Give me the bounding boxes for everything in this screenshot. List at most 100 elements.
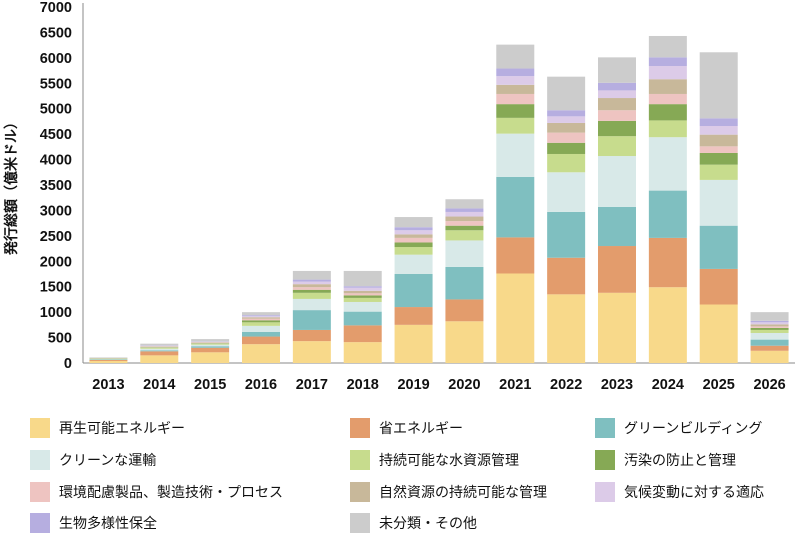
bar-segment <box>242 317 280 319</box>
bar-segment <box>648 190 687 238</box>
bar-segment <box>598 136 636 157</box>
bar-segment <box>242 315 280 317</box>
bar-segment <box>343 297 382 302</box>
bar-segment <box>699 146 738 153</box>
legend-swatch <box>350 513 370 533</box>
bar-segment <box>445 299 484 322</box>
x-tick-label: 2026 <box>753 377 785 393</box>
bar-segment <box>343 290 382 294</box>
bar-stack-2017 <box>292 270 331 363</box>
bar-segment <box>445 199 484 209</box>
bar-segment <box>394 227 433 231</box>
bar-segment <box>496 93 535 105</box>
y-tick-label: 1500 <box>40 280 72 296</box>
bar-segment <box>191 352 230 363</box>
legend-item: 再生可能エネルギー <box>30 418 185 438</box>
bar-segment <box>547 211 586 258</box>
y-tick-label: 4500 <box>40 127 72 143</box>
y-axis-ticks: 0 500 1000 1500 2000 2500 3000 3500 4000 4500 5000… <box>40 0 72 372</box>
bar-segment <box>343 301 382 312</box>
bar-segment <box>89 358 128 360</box>
bar-stack-2013 <box>89 357 128 363</box>
bar-segment <box>292 279 331 282</box>
bar-segment <box>699 164 738 180</box>
bar-segment <box>89 360 128 363</box>
bar-segment <box>648 57 687 66</box>
bar-segment <box>547 153 586 173</box>
bar-segment <box>598 120 636 137</box>
bar-segment <box>191 347 230 353</box>
bar-segment <box>394 234 433 238</box>
bar-segment <box>242 316 280 318</box>
bar-segment <box>140 347 179 349</box>
bar-segment <box>343 293 382 296</box>
y-tick-label: 2000 <box>40 254 72 270</box>
bar-segment <box>598 110 636 121</box>
legend-label: 生物多様性保全 <box>59 516 157 532</box>
legend-label: 再生可能エネルギー <box>59 421 185 437</box>
bar-segment <box>394 307 433 325</box>
bar-segment <box>598 90 636 99</box>
bar-segment <box>292 284 331 288</box>
bar-segment <box>648 104 687 121</box>
legend-label: クリーンな運輸 <box>59 453 157 469</box>
bar-segment <box>648 79 687 94</box>
legend-label: 環境配慮製品、製造技術・プロセス <box>59 485 283 501</box>
x-tick-label: 2014 <box>143 377 175 393</box>
y-tick-label: 3000 <box>40 203 72 219</box>
bar-segment <box>496 133 535 177</box>
bar-segment <box>547 122 586 133</box>
bar-segment <box>292 341 331 363</box>
legend-swatch <box>30 450 50 470</box>
bar-segment <box>394 254 433 274</box>
bar-segment <box>191 344 230 347</box>
bar-segment <box>445 230 484 241</box>
bar-segment <box>648 120 687 138</box>
legend-label: 気候変動に対する適応 <box>624 485 764 501</box>
bar-segment <box>750 332 789 340</box>
bar-stack-2018 <box>343 270 382 363</box>
legend-item: クリーンな運輸 <box>30 450 156 470</box>
bar-stack-2026 <box>750 312 789 363</box>
bar-segment <box>750 345 789 351</box>
bar-segment <box>343 295 382 298</box>
bar-segment <box>140 346 179 348</box>
bar-segment <box>699 134 738 147</box>
bar-segment <box>394 242 433 248</box>
bar-segment <box>496 84 535 94</box>
bar-segment <box>648 137 687 191</box>
y-tick-label: 4000 <box>40 153 72 169</box>
legend-item: 持続可能な水資源管理 <box>350 450 519 470</box>
bar-segment <box>343 342 382 363</box>
y-tick-label: 500 <box>48 331 72 347</box>
bar-segment <box>496 104 535 118</box>
y-tick-label: 2500 <box>40 229 72 245</box>
legend-item: 生物多様性保全 <box>30 513 157 533</box>
bar-segment <box>750 327 789 330</box>
legend-swatch <box>30 513 50 533</box>
bar-segment <box>140 346 179 347</box>
bar-stack-2020 <box>445 199 484 363</box>
bar-segment <box>292 292 331 299</box>
bar-segment <box>394 274 433 308</box>
bar-segment <box>191 342 230 343</box>
bar-segment <box>191 343 230 344</box>
bar-segment <box>242 344 280 363</box>
x-tick-label: 2023 <box>601 377 633 393</box>
x-tick-label: 2018 <box>347 377 379 393</box>
legend-label: 持続可能な水資源管理 <box>379 453 519 469</box>
bar-segment <box>699 268 738 305</box>
bar-segment <box>547 257 586 295</box>
y-tick-label: 5500 <box>40 76 72 92</box>
x-tick-label: 2013 <box>92 377 124 393</box>
bar-stack-2021 <box>496 44 535 363</box>
bar-segment <box>445 221 484 226</box>
bar-segment <box>750 326 789 328</box>
legend-swatch <box>30 482 50 502</box>
bar-segment <box>699 304 738 363</box>
bar-segment <box>598 206 636 247</box>
x-tick-label: 2015 <box>194 377 226 393</box>
bar-segment <box>598 57 636 83</box>
bar-segment <box>547 172 586 212</box>
legend-item: 未分類・その他 <box>350 513 477 533</box>
